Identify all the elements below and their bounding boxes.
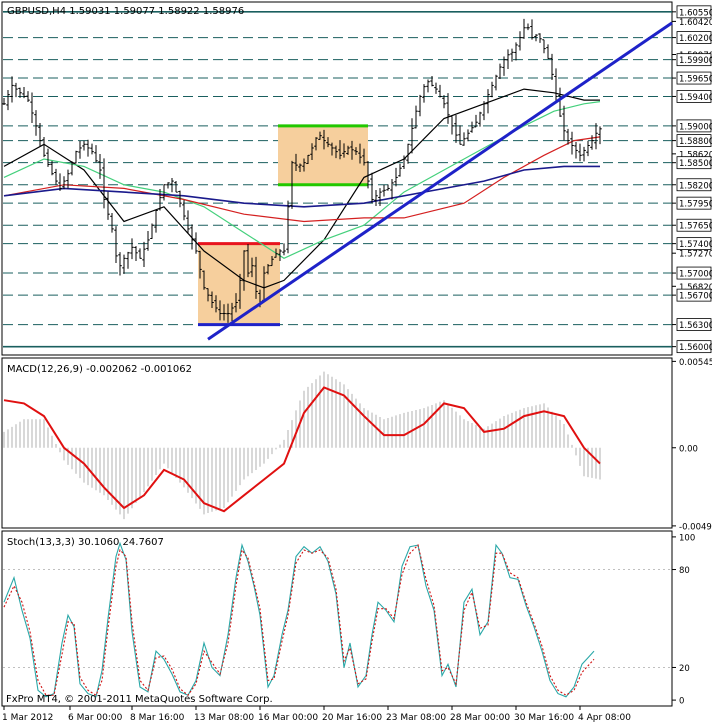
macd-tick-label: -0.00493 — [679, 522, 712, 532]
price-tick-label: 1.57000 — [679, 270, 712, 280]
price-tick-box — [676, 156, 712, 170]
price-bars — [2, 18, 602, 323]
price-tick-label: 1.56820 — [679, 283, 712, 293]
price-tick-label: 1.58200 — [679, 181, 712, 191]
price-tick-box — [676, 196, 712, 210]
time-tick-label: 20 Mar 16:00 — [322, 713, 382, 723]
macd-histogram — [3, 371, 601, 520]
price-pane-border — [1, 1, 673, 356]
price-tick-box — [676, 71, 712, 85]
price-tick-box — [676, 53, 712, 67]
macd-axis: 0.00545 0.00 -0.00493 — [672, 358, 712, 532]
time-tick-label: 8 Mar 16:00 — [130, 713, 185, 723]
ma_long-line — [3, 165, 600, 208]
macd-signal-group — [3, 386, 601, 513]
stochastic-lines — [3, 541, 672, 698]
time-tick-label: 30 Mar 16:00 — [514, 713, 574, 723]
price-tick-box — [676, 134, 712, 148]
price-tick-box — [676, 31, 712, 44]
price-tick-label: 1.59900 — [679, 56, 712, 66]
copyright-text: FxPro MT4, © 2001-2011 MetaQuotes Softwa… — [6, 694, 273, 705]
range-box-2-fill — [278, 125, 368, 185]
macd-tick-label: 0.00545 — [679, 358, 712, 368]
price-tick-label: 1.57270 — [679, 250, 712, 260]
stoch-tick-label: 100 — [679, 533, 695, 543]
time-tick-label: 23 Mar 08:00 — [386, 713, 446, 723]
moving-averages — [3, 88, 601, 289]
stoch-tick-label: 0 — [679, 697, 684, 707]
price-tick-label: 1.56000 — [679, 343, 712, 353]
price-tick-box — [676, 119, 712, 133]
price-tick-box — [676, 218, 712, 232]
stoch-tick-label: 20 — [679, 664, 690, 674]
macd-signal-line — [3, 386, 601, 513]
price-tick-label: 1.58500 — [679, 159, 712, 169]
stoch_signal-line — [3, 544, 595, 697]
price-tick-label: 1.57950 — [679, 200, 712, 210]
price-tick-box — [676, 288, 712, 302]
macd-pane-border — [1, 357, 673, 529]
price-tick-label: 1.58620 — [679, 150, 712, 160]
stoch-axis: 100 80 20 0 — [672, 533, 695, 707]
price-tick-label: 1.56700 — [679, 292, 712, 302]
price-tick-box — [676, 5, 712, 19]
price-tick-box — [676, 340, 712, 354]
ma_mid-line — [3, 101, 601, 259]
price-tick-label: 1.60550 — [679, 8, 712, 18]
price-tick-box — [676, 318, 712, 331]
price-header: GBPUSD,H4 1.59031 1.59077 1.58922 1.5897… — [7, 6, 244, 17]
price-tick-label: 1.59650 — [679, 75, 712, 85]
time-tick-label: 13 Mar 08:00 — [194, 713, 254, 723]
price-tick-label: 1.60200 — [679, 34, 712, 44]
price-tick-label: 1.59000 — [679, 122, 712, 132]
price-tick-box — [676, 90, 712, 103]
time-tick-label: 28 Mar 00:00 — [450, 713, 510, 723]
price-tick-label: 1.56300 — [679, 321, 712, 331]
stoch-tick-label: 80 — [679, 566, 690, 576]
price-tick-label: 1.57400 — [679, 240, 712, 250]
price-tick-label: 1.57650 — [679, 222, 712, 232]
stoch-header: Stoch(13,3,3) 30.1060 24.7607 — [7, 537, 164, 548]
price-tick-box — [676, 237, 712, 251]
price-tick-label: 1.58800 — [679, 137, 712, 147]
price-tick-box — [676, 266, 712, 280]
time-tick-label: 16 Mar 00:00 — [258, 713, 318, 723]
trendline-group[interactable] — [207, 21, 673, 341]
price-level-lines — [3, 11, 672, 348]
price-axis: 1.605501.604201.602001.599701.599001.596… — [672, 5, 712, 354]
macd-header: MACD(12,26,9) -0.002062 -0.001062 — [7, 364, 192, 375]
time-tick-label: 4 Apr 08:00 — [578, 713, 631, 723]
price-tick-label: 1.59400 — [679, 93, 712, 103]
price-tick-box — [676, 178, 712, 192]
stoch_main-line — [3, 541, 595, 698]
macd-tick-label: 0.00 — [679, 444, 698, 454]
ma_fast-line — [3, 88, 600, 289]
support-trendline[interactable] — [207, 21, 673, 341]
time-axis: 1 Mar 2012 6 Mar 00:00 8 Mar 16:00 13 Mar 0… — [2, 706, 631, 723]
ma_slow-line — [3, 136, 601, 223]
time-tick-label: 1 Mar 2012 — [2, 713, 53, 723]
time-tick-label: 6 Mar 00:00 — [68, 713, 123, 723]
stoch-pane-border — [1, 530, 673, 707]
price-tick-label: 1.60420 — [679, 18, 712, 28]
